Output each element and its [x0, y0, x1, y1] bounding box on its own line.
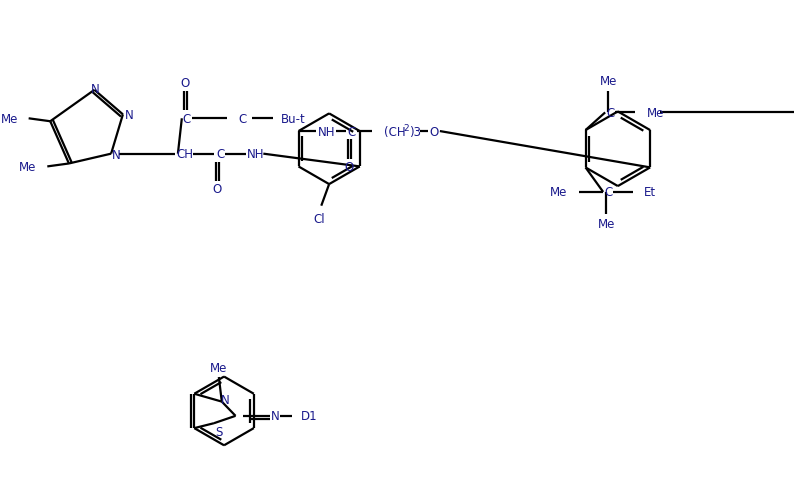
Text: N: N: [111, 149, 120, 162]
Text: C: C: [183, 113, 191, 125]
Text: N: N: [125, 109, 134, 122]
Text: N: N: [91, 83, 100, 96]
Text: O: O: [212, 183, 222, 196]
Text: C: C: [216, 148, 224, 161]
Text: Me: Me: [210, 361, 227, 374]
Text: O: O: [429, 125, 439, 138]
Text: NH: NH: [246, 148, 264, 161]
Text: C: C: [604, 186, 612, 199]
Text: )3: )3: [409, 125, 421, 138]
Text: Me: Me: [549, 186, 567, 199]
Text: Me: Me: [646, 107, 664, 120]
Text: N: N: [270, 409, 279, 423]
Text: D1: D1: [301, 409, 318, 423]
Text: S: S: [215, 425, 223, 438]
Text: Cl: Cl: [313, 212, 325, 225]
Text: O: O: [344, 161, 353, 174]
Text: NH: NH: [318, 125, 335, 138]
Text: C: C: [347, 125, 355, 138]
Text: Me: Me: [19, 161, 37, 174]
Text: 2: 2: [404, 123, 409, 132]
Text: Me: Me: [598, 218, 615, 230]
Text: O: O: [180, 77, 189, 90]
Text: Et: Et: [643, 186, 656, 199]
Text: Bu-t: Bu-t: [281, 113, 305, 125]
Text: CH: CH: [176, 148, 193, 161]
Text: C: C: [606, 107, 615, 120]
Text: Me: Me: [599, 75, 617, 88]
Text: Me: Me: [1, 113, 17, 125]
Text: C: C: [238, 113, 246, 125]
Text: N: N: [221, 393, 230, 407]
Text: (CH: (CH: [384, 125, 405, 138]
